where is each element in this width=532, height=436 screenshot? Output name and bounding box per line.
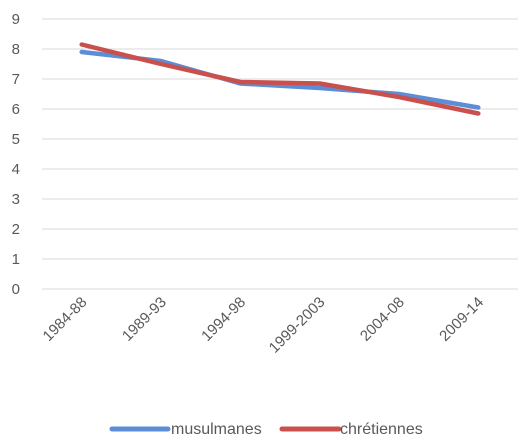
legend-label-1: musulmanes xyxy=(171,421,262,436)
y-tick-label: 0 xyxy=(12,281,20,298)
x-tick-label: 1984-88 xyxy=(40,294,91,345)
gridlines xyxy=(42,18,518,290)
x-tick-label: 1999-2003 xyxy=(266,294,329,357)
y-tick-label: 1 xyxy=(12,251,20,268)
y-tick-label: 9 xyxy=(12,11,20,28)
legend: musulmanes chrétiennes xyxy=(109,421,423,436)
x-tick-label: 2009-14 xyxy=(436,294,487,345)
y-tick-label: 4 xyxy=(12,161,20,178)
series-line-2 xyxy=(79,42,481,116)
x-tick-label: 2004-08 xyxy=(357,294,408,345)
legend-label-2: chrétiennes xyxy=(340,421,423,436)
y-tick-label: 6 xyxy=(12,101,20,118)
x-axis: 1984-88 1989-93 1994-98 1999-2003 2004-08 200… xyxy=(40,294,488,357)
y-tick-label: 5 xyxy=(12,131,20,148)
x-tick-label: 1994-98 xyxy=(198,294,249,345)
x-tick-label: 1989-93 xyxy=(119,294,170,345)
y-axis: 0 1 2 3 4 5 6 7 8 9 xyxy=(12,11,20,298)
y-tick-label: 3 xyxy=(12,191,20,208)
y-tick-label: 2 xyxy=(12,221,20,238)
y-tick-label: 7 xyxy=(12,71,20,88)
y-tick-label: 8 xyxy=(12,41,20,58)
series-lines xyxy=(79,42,481,116)
